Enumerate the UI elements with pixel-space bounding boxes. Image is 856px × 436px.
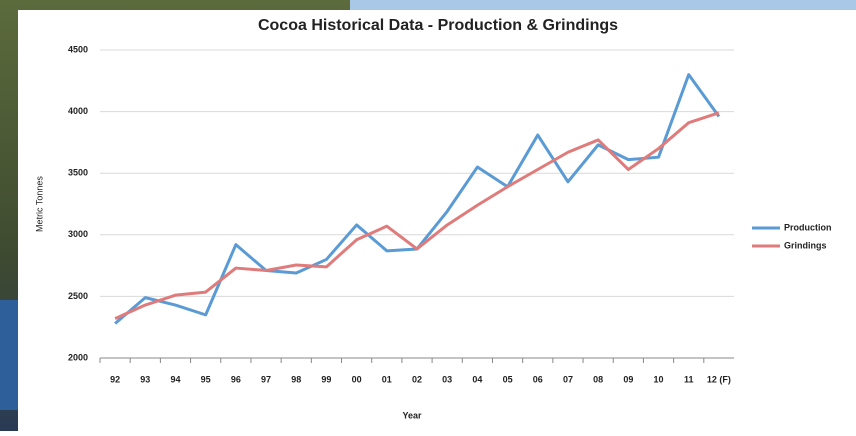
x-tick-label: 00	[352, 374, 362, 384]
x-tick-label: 05	[503, 374, 513, 384]
x-tick-label: 06	[533, 374, 543, 384]
y-tick-label: 4500	[68, 44, 88, 54]
y-tick-label: 2000	[68, 352, 88, 362]
x-tick-label: 97	[261, 374, 271, 384]
x-tick-label: 96	[231, 374, 241, 384]
line-series	[114, 111, 720, 320]
x-tick-label: 92	[110, 374, 120, 384]
legend-label: Production	[784, 222, 832, 232]
top-strip	[350, 0, 856, 10]
x-tick-label: 10	[654, 374, 664, 384]
x-tick-label: 93	[140, 374, 150, 384]
x-tick-label: 12 (F)	[707, 374, 731, 384]
x-tick-label: 99	[321, 374, 331, 384]
chart-title: Cocoa Historical Data - Production & Gri…	[258, 17, 618, 34]
x-tick-label: 02	[412, 374, 422, 384]
y-tick-label: 3500	[68, 168, 88, 178]
x-tick-label: 95	[201, 374, 211, 384]
x-tick-label: 11	[684, 374, 694, 384]
x-tick-label: 94	[170, 374, 180, 384]
y-tick-label: 4000	[68, 106, 88, 116]
x-tick-label: 03	[442, 374, 452, 384]
y-tick-label: 3000	[68, 229, 88, 239]
y-axis-label: Metric Tonnes	[34, 176, 44, 232]
chart-panel	[18, 10, 856, 431]
x-tick-label: 08	[593, 374, 603, 384]
x-tick-label: 01	[382, 374, 392, 384]
x-tick-label: 98	[291, 374, 301, 384]
side-block	[0, 300, 18, 410]
x-tick-label: 04	[472, 374, 482, 384]
legend-label: Grindings	[784, 240, 827, 250]
y-tick-label: 2500	[68, 291, 88, 301]
x-tick-label: 07	[563, 374, 573, 384]
x-axis-label: Year	[402, 410, 422, 420]
x-tick-label: 09	[623, 374, 633, 384]
